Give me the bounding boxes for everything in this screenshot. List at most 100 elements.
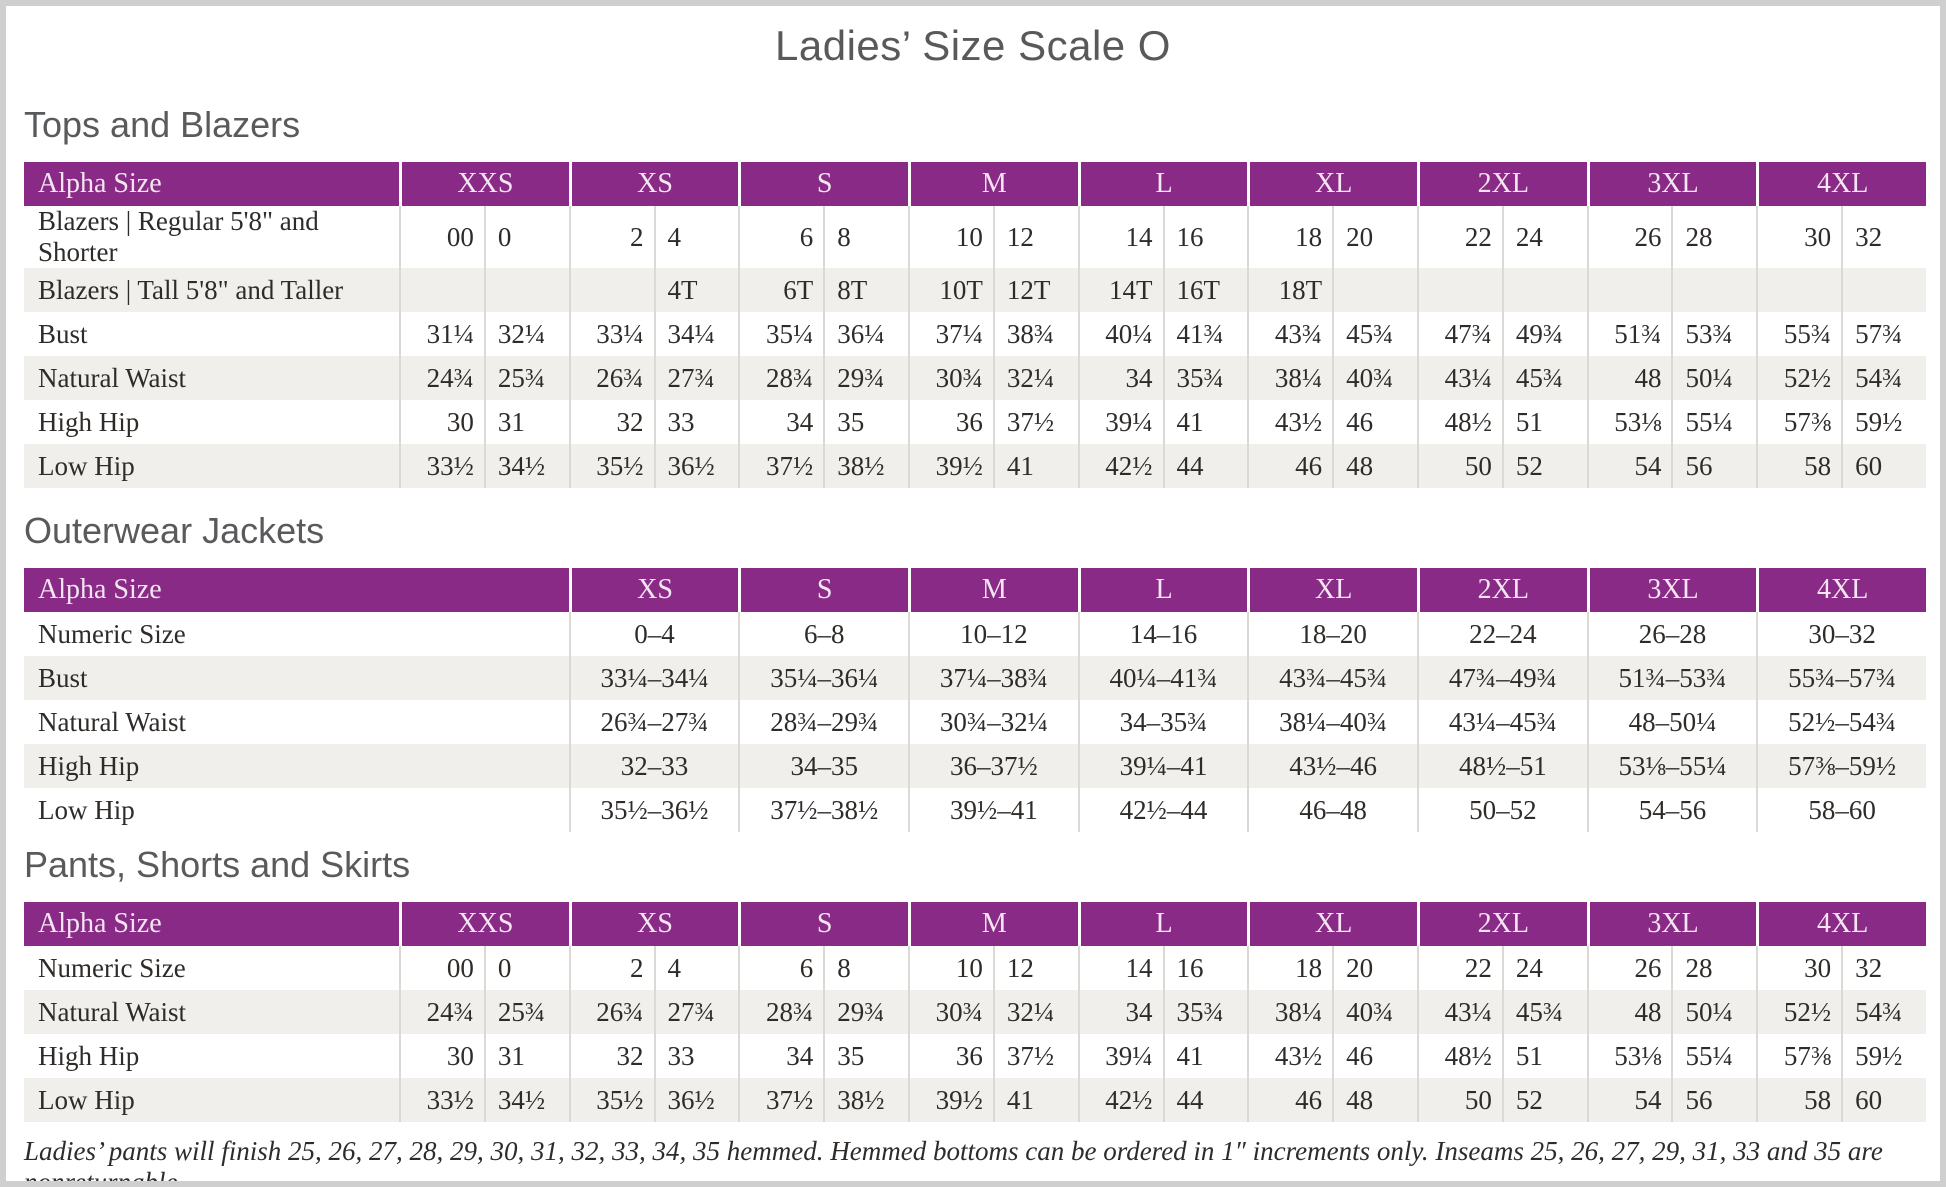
size-value-cell: 40¾ [1332,990,1417,1034]
size-value-cell: 16 [1162,206,1248,268]
row-label: Natural Waist [24,990,400,1034]
size-value-cell: 2 [568,946,654,990]
size-value-cell: 43½ [1247,400,1332,444]
size-value-cell: 34½ [483,444,569,488]
size-value-cell: 34¼ [653,312,739,356]
size-value-cell: 51 [1501,1034,1587,1078]
tops-and-blazers-table: Alpha Size XXS XS S M L XL 2XL 3XL 4XL Blazers | R… [24,162,1926,488]
size-value-cell [1841,268,1926,312]
table-row: Blazers | Regular 5'8" and Shorter 00 0 2 4 6… [24,206,1926,268]
size-value-cell: 52 [1501,1078,1587,1122]
size-value-cell: 43½ [1247,1034,1332,1078]
size-value-cell: 48 [1586,990,1672,1034]
size-range-cell: 37¼–38¾ [908,656,1078,700]
size-value-cell: 25¾ [483,990,569,1034]
size-value-cell: 18 [1247,206,1332,268]
size-value-cell: 16T [1162,268,1248,312]
size-range-cell: 38¼–40¾ [1247,700,1417,744]
size-range-cell: 39¼–41 [1077,744,1248,788]
size-value-cell [1586,268,1672,312]
size-value-cell: 48 [1332,444,1417,488]
size-range-cell: 42½–44 [1077,788,1248,832]
size-value-cell: 27¾ [653,356,739,400]
row-label: Bust [38,318,88,349]
size-value-cell: 33¼ [568,312,654,356]
size-column-header: M [908,902,1078,946]
size-value-cell: 25¾ [483,356,569,400]
size-value-cell: 2 [568,206,654,268]
row-label: Natural Waist [38,706,187,737]
table-row: Natural Waist 24¾ 25¾ 26¾ 27¾ 28¾ 29¾ 30¾ 32¼ 34 3… [24,356,1926,400]
size-column-header: XXS [399,902,569,946]
size-value-cell: 32¼ [992,356,1078,400]
size-value-cell: 35 [823,1034,908,1078]
size-value-cell: 28 [1671,206,1756,268]
table-row: High Hip 32–33 34–35 36–37½ 39¼–41 43½–46 48½–… [24,744,1926,788]
size-value-cell: 8 [823,946,908,990]
row-label: Blazers | Regular 5'8" and Shorter [38,206,319,267]
size-value-cell [399,268,484,312]
section-heading-pants-shorts-skirts: Pants, Shorts and Skirts [24,844,411,885]
size-range-cell: 34–35 [738,744,909,788]
size-range-cell: 39½–41 [908,788,1078,832]
size-column-header: XS [568,902,739,946]
size-value-cell: 24 [1501,206,1587,268]
size-value-cell: 45¾ [1501,990,1587,1034]
size-range-cell: 34–35¾ [1077,700,1248,744]
size-value-cell: 54¾ [1841,990,1926,1034]
size-value-cell: 26¾ [568,356,654,400]
row-label: Bust [24,656,569,700]
size-value-cell: 18 [1247,946,1332,990]
size-value-cell: 46 [1247,1078,1333,1122]
size-value-cell: 14T [1077,268,1163,312]
size-value-cell: 0 [483,946,569,990]
row-label: Low Hip [38,794,135,825]
size-value-cell: 32 [1841,206,1926,268]
size-value-cell [1332,268,1417,312]
size-column-header: S [738,162,909,206]
size-value-cell: 40¾ [1332,356,1417,400]
size-range-cell: 26¾–27¾ [568,700,739,744]
size-column-header: XS [568,568,739,612]
size-range-cell: 35¼–36¼ [738,656,909,700]
size-value-cell: 22 [1417,206,1502,268]
size-value-cell: 52½ [1756,356,1842,400]
size-value-cell: 51¾ [1586,312,1672,356]
table-row: High Hip 30 31 32 33 34 35 36 37½ 39¼ 41 43½ 46 48½ 51… [24,400,1926,444]
size-value-cell: 53⅛ [1586,1034,1672,1078]
section-heading-tops-and-blazers: Tops and Blazers [24,104,301,145]
size-value-cell: 33 [653,1034,739,1078]
size-value-cell: 27¾ [653,990,739,1034]
size-range-cell: 55¾–57¾ [1756,656,1926,700]
size-value-cell: 8T [823,268,909,312]
size-value-cell: 58 [1756,444,1842,488]
size-value-cell: 12 [992,946,1078,990]
size-value-cell: 55¾ [1756,312,1841,356]
size-column-header: L [1077,568,1248,612]
size-value-cell: 10 [908,946,993,990]
size-value-cell: 48 [1586,356,1672,400]
size-value-cell: 39¼ [1077,400,1163,444]
size-value-cell: 46 [1332,400,1417,444]
size-value-cell: 38¼ [1247,990,1333,1034]
size-value-cell: 26¾ [568,990,654,1034]
size-value-cell: 49¾ [1501,312,1587,356]
size-value-cell: 20 [1332,946,1417,990]
size-range-cell: 28¾–29¾ [738,700,908,744]
table-row: Low Hip 33½ 34½ 35½ 36½ 37½ 38½ 39½ 41 42½ 44 46 48 5… [24,1078,1926,1122]
size-value-cell: 41 [1162,400,1248,444]
size-column-header: XL [1247,568,1417,612]
size-value-cell: 6 [738,946,823,990]
size-range-cell: 22–24 [1417,612,1587,656]
row-label: Natural Waist [24,356,400,400]
size-value-cell: 43¾ [1247,312,1332,356]
row-label: Blazers | Tall 5'8" and Taller [24,268,400,312]
size-value-cell: 39½ [908,444,993,488]
alpha-size-header: Alpha Size [24,568,569,612]
row-label: Low Hip [24,444,400,488]
size-range-cell: 18–20 [1247,612,1417,656]
size-column-header: 2XL [1417,568,1587,612]
size-value-cell: 35¾ [1162,356,1248,400]
size-column-header: S [738,902,909,946]
size-value-cell: 30¾ [908,356,993,400]
